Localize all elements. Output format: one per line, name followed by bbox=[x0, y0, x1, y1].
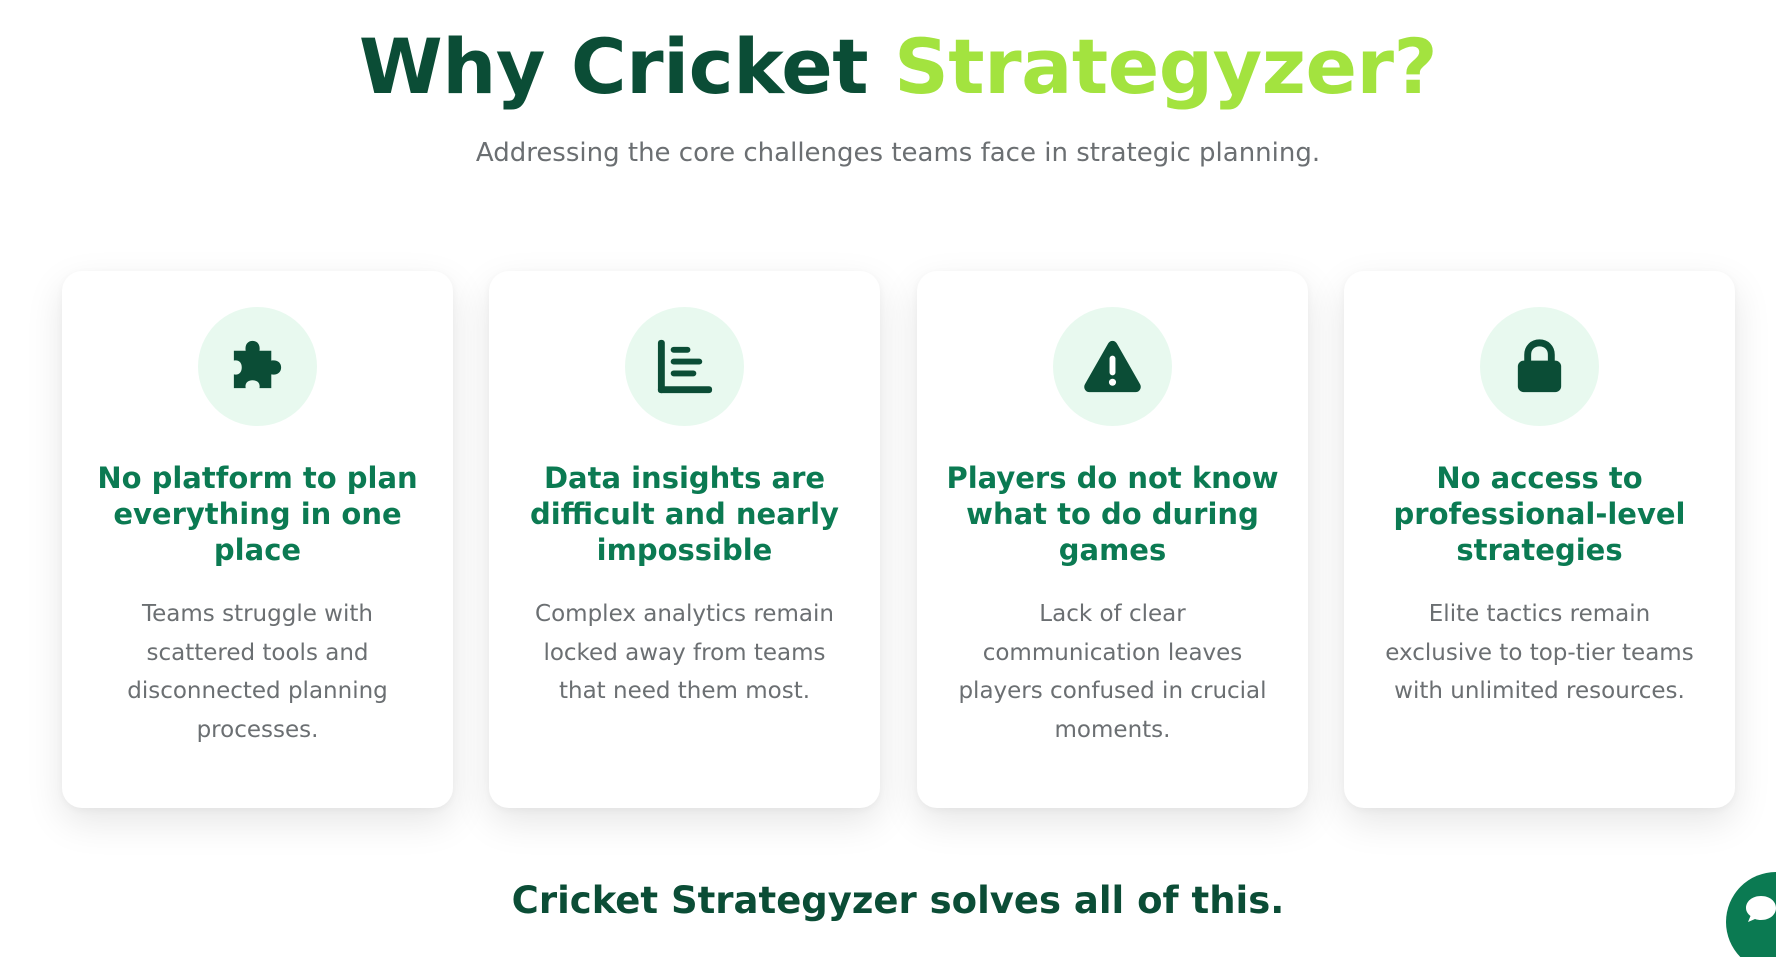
warning-triangle-icon bbox=[1084, 340, 1141, 393]
section-title: Why Cricket Strategyzer? bbox=[0, 22, 1776, 112]
icon-circle bbox=[198, 307, 317, 426]
challenge-card-description: Lack of clear communication leaves playe… bbox=[958, 601, 1267, 743]
challenge-card-description: Complex analytics remain locked away fro… bbox=[535, 601, 834, 704]
challenge-card-title: Data insights are difficult and nearly i… bbox=[530, 461, 839, 567]
icon-circle bbox=[1053, 307, 1172, 426]
section-title-part1: Why Cricket bbox=[358, 22, 869, 111]
challenge-card-title: No access to professional-level strategi… bbox=[1393, 461, 1686, 567]
lock-icon bbox=[1517, 339, 1562, 393]
challenge-card-1: No platform to plan everything in one pl… bbox=[62, 271, 453, 808]
chat-bubble-icon bbox=[1746, 896, 1776, 922]
section-title-part2: Strategyzer? bbox=[894, 22, 1438, 111]
challenge-card-description: Elite tactics remain exclusive to top-ti… bbox=[1385, 601, 1694, 704]
challenge-card-2: Data insights are difficult and nearly i… bbox=[489, 271, 880, 808]
challenge-card-title: Players do not know what to do during ga… bbox=[946, 461, 1279, 567]
icon-circle bbox=[625, 307, 744, 426]
challenge-card-title: No platform to plan everything in one pl… bbox=[97, 461, 418, 567]
challenge-card-description: Teams struggle with scattered tools and … bbox=[127, 601, 388, 743]
challenge-card-4: No access to professional-level strategi… bbox=[1344, 271, 1735, 808]
puzzle-piece-icon bbox=[233, 340, 282, 389]
bar-chart-icon bbox=[657, 339, 713, 394]
solution-tagline: Cricket Strategyzer solves all of this. bbox=[511, 879, 1285, 922]
section-subtitle: Addressing the core challenges teams fac… bbox=[475, 138, 1321, 168]
icon-circle bbox=[1480, 307, 1599, 426]
challenge-card-3: Players do not know what to do during ga… bbox=[917, 271, 1308, 808]
